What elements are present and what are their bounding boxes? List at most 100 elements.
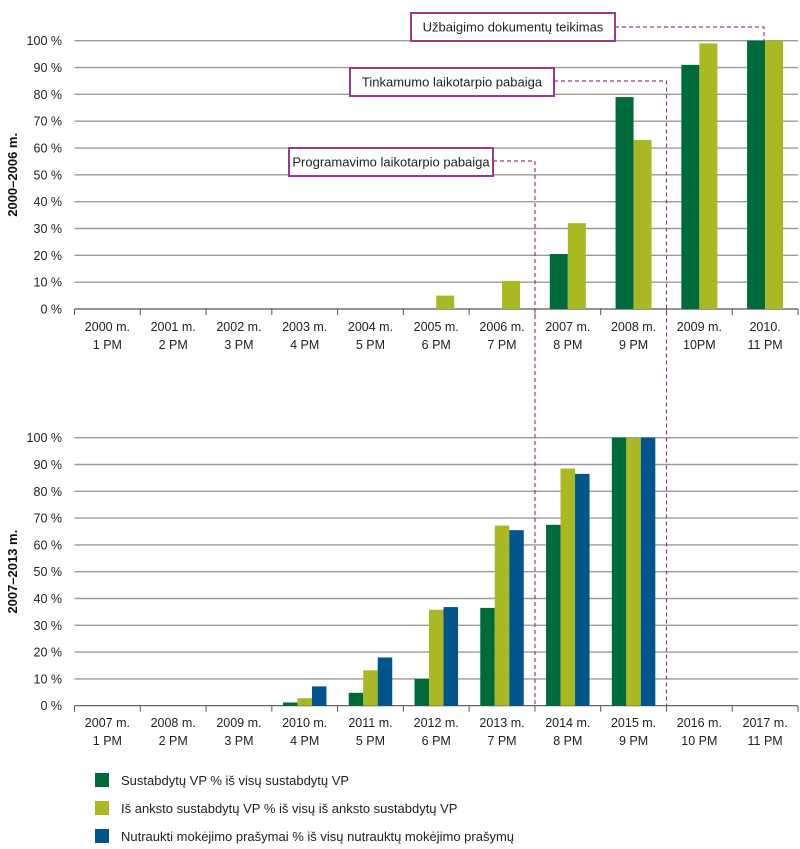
bar-series1 xyxy=(282,702,298,706)
y-axis-label: 2000–2006 m. xyxy=(5,133,20,217)
bar-series3 xyxy=(575,473,590,706)
legend-swatch-series3 xyxy=(95,829,109,843)
y-tick-label: 90 % xyxy=(34,458,63,472)
annotation-box xyxy=(410,12,616,42)
y-tick-label: 100 % xyxy=(27,431,62,445)
x-category-label: 2002 m. xyxy=(216,320,261,334)
x-category-label: 2009 m. xyxy=(677,320,722,334)
x-category-label: 2015 m. xyxy=(611,716,656,730)
x-category-label: 2005 m. xyxy=(414,320,459,334)
bar-series1 xyxy=(480,607,495,706)
annotation-dashed-line xyxy=(493,160,536,706)
y-tick-label: 60 % xyxy=(34,538,63,552)
bar-series2 xyxy=(429,609,444,706)
x-category-sublabel: 1 PM xyxy=(93,338,122,352)
bar-series1 xyxy=(615,97,634,309)
bar-series2 xyxy=(567,223,586,309)
y-tick-label: 10 % xyxy=(34,672,63,686)
bar-series1 xyxy=(611,437,627,706)
legend-label: Iš anksto sustabdytų VP % iš visų iš ank… xyxy=(121,801,457,816)
x-category-sublabel: 11 PM xyxy=(748,734,783,748)
bar-series2 xyxy=(626,437,641,706)
y-tick-label: 60 % xyxy=(34,142,63,156)
bar-series2 xyxy=(633,139,652,309)
annotation-label: Užbaigimo dokumentų teikimas xyxy=(423,20,604,35)
bar-series2 xyxy=(502,280,521,309)
x-category-sublabel: 7 PM xyxy=(487,734,516,748)
x-category-sublabel: 8 PM xyxy=(553,338,582,352)
x-category-label: 2010. xyxy=(749,320,780,334)
bar-series1 xyxy=(681,64,700,309)
y-tick-label: 80 % xyxy=(34,88,63,102)
x-category-label: 2006 m. xyxy=(479,320,524,334)
x-category-sublabel: 2 PM xyxy=(159,338,188,352)
x-category-label: 2003 m. xyxy=(282,320,327,334)
y-tick-label: 40 % xyxy=(34,592,63,606)
bar-series2 xyxy=(699,43,718,310)
bar-series1 xyxy=(348,692,364,706)
y-tick-label: 30 % xyxy=(34,619,63,633)
y-axis-label: 2007–2013 m. xyxy=(5,530,20,614)
annotation-label: Programavimo laikotarpio pabaiga xyxy=(292,155,490,170)
x-category-label: 2011 m. xyxy=(348,716,392,730)
annotation-box xyxy=(349,67,555,97)
y-tick-label: 70 % xyxy=(34,115,63,129)
x-category-sublabel: 10PM xyxy=(683,338,716,352)
y-tick-label: 100 % xyxy=(27,34,62,48)
bar-series3 xyxy=(443,607,458,706)
legend-label: Sustabdytų VP % iš visų sustabdytų VP xyxy=(121,773,349,788)
y-tick-label: 0 % xyxy=(40,303,62,317)
y-tick-label: 0 % xyxy=(40,699,62,713)
bar-series1 xyxy=(747,40,766,309)
x-category-label: 2014 m. xyxy=(545,716,590,730)
bar-series1 xyxy=(549,253,568,309)
x-category-sublabel: 9 PM xyxy=(619,338,648,352)
x-category-label: 2008 m. xyxy=(151,716,196,730)
x-category-label: 2016 m. xyxy=(677,716,722,730)
x-category-sublabel: 5 PM xyxy=(356,338,385,352)
annotation-label: Tinkamumo laikotarpio pabaiga xyxy=(362,75,543,90)
x-category-label: 2017 m. xyxy=(743,716,788,730)
y-tick-label: 10 % xyxy=(34,276,63,290)
y-tick-label: 50 % xyxy=(34,168,63,182)
x-category-sublabel: 4 PM xyxy=(290,338,319,352)
legend-label: Nutraukti mokėjimo prašymai % iš visų nu… xyxy=(121,829,514,844)
x-category-sublabel: 8 PM xyxy=(553,734,582,748)
x-category-sublabel: 1 PM xyxy=(93,734,122,748)
x-category-label: 2004 m. xyxy=(348,320,393,334)
legend-swatch-series1 xyxy=(95,773,109,787)
y-tick-label: 70 % xyxy=(34,512,63,526)
y-tick-label: 90 % xyxy=(34,61,63,75)
x-category-label: 2007 m. xyxy=(85,716,130,730)
bar-series2 xyxy=(363,670,378,706)
x-category-sublabel: 3 PM xyxy=(224,338,253,352)
bar-series3 xyxy=(377,657,393,706)
x-category-sublabel: 5 PM xyxy=(356,734,385,748)
x-category-sublabel: 4 PM xyxy=(290,734,319,748)
x-category-sublabel: 2 PM xyxy=(159,734,188,748)
x-category-sublabel: 6 PM xyxy=(422,734,451,748)
y-tick-label: 20 % xyxy=(34,249,63,263)
x-category-sublabel: 7 PM xyxy=(487,338,516,352)
x-category-sublabel: 10 PM xyxy=(681,734,717,748)
x-category-sublabel: 6 PM xyxy=(422,338,451,352)
bar-series2 xyxy=(765,40,784,309)
bar-series2 xyxy=(560,468,576,706)
bar-series2 xyxy=(436,295,455,309)
bar-series3 xyxy=(509,530,524,706)
bar-series3 xyxy=(640,437,656,706)
y-tick-label: 50 % xyxy=(34,565,63,579)
annotation-dashed-line xyxy=(554,80,668,706)
y-tick-label: 40 % xyxy=(34,195,63,209)
annotation-dashed-line xyxy=(615,26,765,41)
x-category-sublabel: 9 PM xyxy=(619,734,648,748)
x-category-label: 2000 m. xyxy=(85,320,130,334)
x-category-label: 2008 m. xyxy=(611,320,656,334)
bar-series1 xyxy=(546,524,561,706)
x-category-label: 2001 m. xyxy=(151,320,196,334)
bar-series3 xyxy=(311,686,327,706)
x-category-label: 2009 m. xyxy=(216,716,261,730)
legend-swatch-series2 xyxy=(95,801,109,815)
bar-series2 xyxy=(297,698,312,706)
